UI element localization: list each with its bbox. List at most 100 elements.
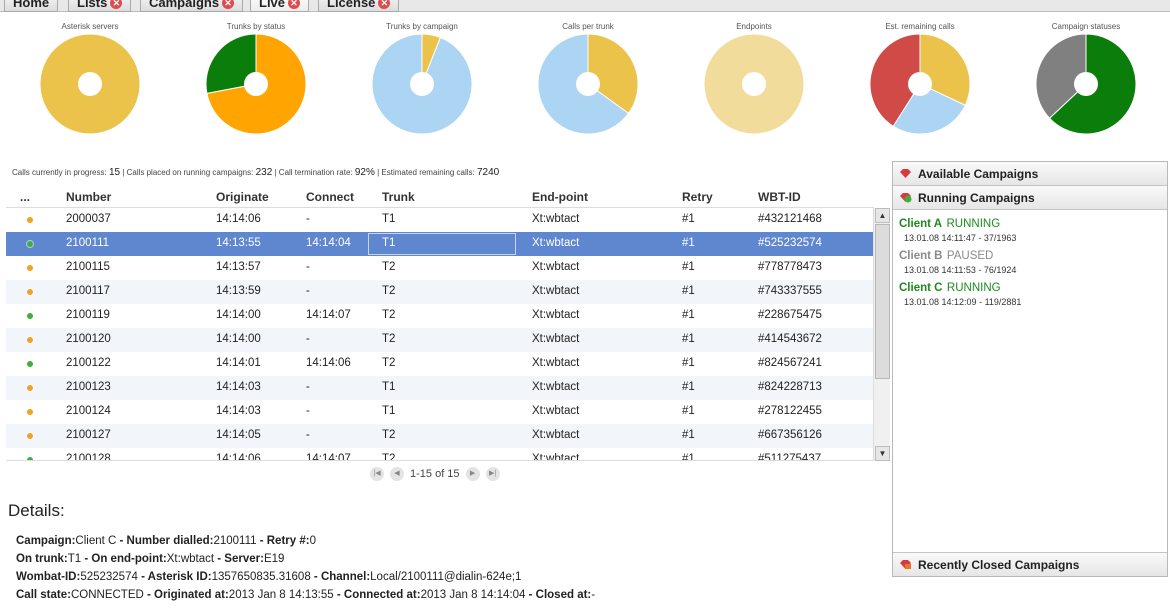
pie-chart: Trunks by status xyxy=(196,22,316,135)
campaign-item[interactable]: Client A RUNNING 13.01.08 14:11:47 - 37/1… xyxy=(899,214,1161,243)
cell-trunk: T1 xyxy=(382,405,396,417)
cell-trunk: T1 xyxy=(382,213,396,225)
campaign-item[interactable]: Client C RUNNING 13.01.08 14:12:09 - 119/… xyxy=(899,278,1161,307)
table-row[interactable]: 2100128 14:14:06 14:14:07 T2 Xt:wbtact #1 #511… xyxy=(6,448,874,461)
close-icon[interactable]: ✕ xyxy=(222,0,235,9)
col-endpoint[interactable]: End-point xyxy=(532,190,588,204)
col-status[interactable]: ... xyxy=(20,190,31,204)
cell-number: 2100128 xyxy=(66,453,111,461)
status-dot-icon xyxy=(27,241,33,247)
cell-number: 2100115 xyxy=(66,261,110,273)
cell-endpoint: Xt:wbtact xyxy=(532,309,580,321)
retry-value: 0 xyxy=(309,535,316,547)
cell-connect: - xyxy=(306,333,310,345)
table-row[interactable]: 2100117 14:13:59 - T2 Xt:wbtact #1 #743337555 xyxy=(6,280,874,304)
table-row[interactable]: 2100123 14:14:03 - T1 Xt:wbtact #1 #824228713 xyxy=(6,376,874,400)
page-info: 1-15 of 15 xyxy=(410,468,460,480)
table-row[interactable]: 2100115 14:13:57 - T2 Xt:wbtact #1 #778778473 xyxy=(6,256,874,280)
scroll-thumb[interactable] xyxy=(875,224,890,379)
col-number[interactable]: Number xyxy=(66,190,112,204)
col-wbt-id[interactable]: WBT-ID xyxy=(758,190,801,204)
tab-live[interactable]: Live ✕ xyxy=(250,0,310,12)
trunk-value: T1 xyxy=(67,553,82,565)
campaign-info: 13.01.08 14:11:47 - 37/1963 xyxy=(904,233,1017,243)
next-page-icon[interactable]: ▶ xyxy=(465,467,480,481)
close-icon[interactable]: ✕ xyxy=(378,0,391,9)
table-row[interactable]: 2100122 14:14:01 14:14:06 T2 Xt:wbtact #1 #824… xyxy=(6,352,874,376)
pie-title: Est. remaining calls xyxy=(885,22,955,31)
grid-header: ... Number Originate Connect Trunk End-p… xyxy=(6,186,874,208)
campaign-item[interactable]: Client B PAUSED 13.01.08 14:11:53 - 76/19… xyxy=(899,246,1161,275)
col-retry[interactable]: Retry xyxy=(682,190,713,204)
cell-wbt: #667356126 xyxy=(758,429,822,441)
cell-focus xyxy=(368,233,516,255)
channel-value: Local/2100111@dialin-624e;1 xyxy=(370,571,522,583)
pie-svg xyxy=(869,33,971,135)
pie-chart: Campaign statuses xyxy=(1026,22,1146,135)
placed-label: | Calls placed on running campaigns: xyxy=(122,168,254,177)
table-row[interactable]: 2100111 14:13:55 14:14:04 T1 Xt:wbtact #1 #525… xyxy=(6,232,874,256)
in-progress-label: Calls currently in progress: xyxy=(12,168,107,177)
remaining-label: | Estimated remaining calls: xyxy=(377,168,475,177)
asterisk-label: - Asterisk ID: xyxy=(137,571,212,583)
connected-value: 2013 Jan 8 14:14:04 xyxy=(420,589,526,601)
tab-campaigns[interactable]: Campaigns ✕ xyxy=(140,0,244,12)
tab-license[interactable]: License ✕ xyxy=(318,0,400,12)
available-campaigns-label: Available Campaigns xyxy=(918,166,1039,181)
pie-chart: Trunks by campaign xyxy=(362,22,482,135)
grid-scrollbar[interactable]: ▲ ▼ xyxy=(873,208,890,461)
tab-label: Lists xyxy=(77,0,108,10)
cell-number: 2100117 xyxy=(66,285,110,297)
cell-trunk: T2 xyxy=(382,357,396,369)
cell-wbt: #525232574 xyxy=(758,237,822,249)
pie-hole xyxy=(1074,72,1098,96)
tab-home[interactable]: Home xyxy=(4,0,59,12)
scroll-down-icon[interactable]: ▼ xyxy=(875,446,890,461)
prev-page-icon[interactable]: ◀ xyxy=(390,467,404,481)
campaign-state: PAUSED xyxy=(946,250,994,262)
retry-label: - Retry #: xyxy=(256,535,310,547)
close-icon[interactable]: ✕ xyxy=(288,0,301,9)
campaign-info: 13.01.08 14:11:53 - 76/1924 xyxy=(904,265,1017,275)
cell-retry: #1 xyxy=(682,381,695,393)
cell-connect: - xyxy=(306,285,310,297)
campaign-name: Client B xyxy=(899,250,943,262)
cell-wbt: #778778473 xyxy=(758,261,822,273)
cell-originate: 14:14:00 xyxy=(216,309,261,321)
available-campaigns-header[interactable]: Available Campaigns xyxy=(893,162,1167,186)
table-row[interactable]: 2100119 14:14:00 14:14:07 T2 Xt:wbtact #1 #228… xyxy=(6,304,874,328)
cell-trunk: T2 xyxy=(382,261,396,273)
table-row[interactable]: 2000037 14:14:06 - T1 Xt:wbtact #1 #432121468 xyxy=(6,208,874,232)
first-page-icon[interactable]: |◀ xyxy=(370,467,384,481)
table-row[interactable]: 2100127 14:14:05 - T2 Xt:wbtact #1 #667356126 xyxy=(6,424,874,448)
closed-campaigns-header[interactable]: Recently Closed Campaigns xyxy=(893,552,1167,576)
pie-slice xyxy=(919,33,971,106)
cell-endpoint: Xt:wbtact xyxy=(532,453,580,461)
tab-label: License xyxy=(327,0,376,10)
pie-slice xyxy=(869,33,921,127)
cell-connect: - xyxy=(306,429,310,441)
cell-originate: 14:14:06 xyxy=(216,453,261,461)
col-connect[interactable]: Connect xyxy=(306,190,354,204)
table-row[interactable]: 2100120 14:14:00 - T2 Xt:wbtact #1 #414543672 xyxy=(6,328,874,352)
close-icon[interactable]: ✕ xyxy=(110,0,123,9)
placed-value: 232 xyxy=(255,167,273,178)
running-campaigns-header[interactable]: Running Campaigns xyxy=(893,186,1167,210)
table-row[interactable]: 2100124 14:14:03 - T1 Xt:wbtact #1 #278122455 xyxy=(6,400,874,424)
scroll-up-icon[interactable]: ▲ xyxy=(875,208,890,223)
state-value: CONNECTED xyxy=(70,589,144,601)
cell-number: 2000037 xyxy=(66,213,111,225)
tab-lists[interactable]: Lists ✕ xyxy=(68,0,132,12)
cell-retry: #1 xyxy=(682,405,695,417)
running-campaigns-label: Running Campaigns xyxy=(918,190,1035,205)
cell-endpoint: Xt:wbtact xyxy=(532,237,580,249)
connected-label: - Connected at: xyxy=(333,589,421,601)
col-trunk[interactable]: Trunk xyxy=(382,190,415,204)
cell-connect: - xyxy=(306,405,310,417)
last-page-icon[interactable]: ▶| xyxy=(485,467,500,481)
cell-endpoint: Xt:wbtact xyxy=(532,381,580,393)
pie-title: Trunks by campaign xyxy=(386,22,458,31)
pie-svg xyxy=(703,33,805,135)
col-originate[interactable]: Originate xyxy=(216,190,269,204)
cell-number: 2100120 xyxy=(66,333,111,345)
